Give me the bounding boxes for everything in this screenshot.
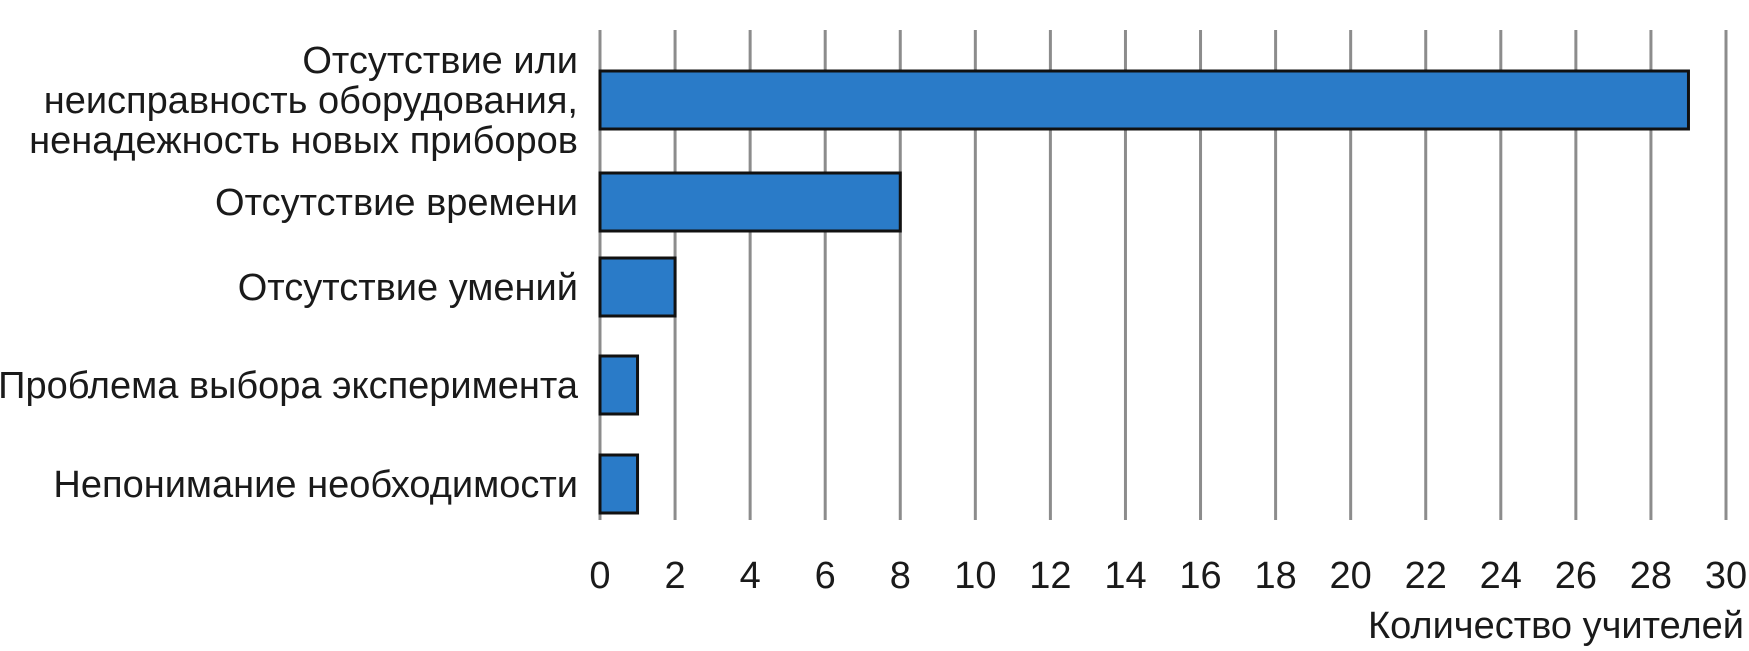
x-axis-label: Количество учителей bbox=[1368, 605, 1744, 647]
x-tick-label: 12 bbox=[1029, 555, 1071, 597]
x-tick-label: 20 bbox=[1330, 555, 1372, 597]
bar bbox=[598, 256, 677, 318]
x-tick-label: 22 bbox=[1405, 555, 1447, 597]
category-label: Отсутствие умений bbox=[238, 267, 578, 309]
x-tick-label: 4 bbox=[740, 555, 761, 597]
x-tick-label: 6 bbox=[815, 555, 836, 597]
x-tick-label: 24 bbox=[1480, 555, 1522, 597]
bar bbox=[598, 69, 1690, 131]
bar bbox=[598, 453, 640, 515]
x-tick-label: 10 bbox=[954, 555, 996, 597]
x-tick-label: 2 bbox=[664, 555, 685, 597]
category-label: неисправность оборудования, bbox=[44, 80, 578, 122]
x-tick-label: 14 bbox=[1104, 555, 1146, 597]
bars bbox=[598, 69, 1690, 515]
category-label: Отсутствие или bbox=[302, 40, 578, 82]
x-tick-label: 16 bbox=[1179, 555, 1221, 597]
category-label: Проблема выбора эксперимента bbox=[0, 365, 579, 407]
x-tick-label: 26 bbox=[1555, 555, 1597, 597]
x-tick-labels: 0 2 4 6 8 10 12 14 16 18 20 22 24 26 28 30 bbox=[589, 555, 1747, 597]
x-tick-label: 8 bbox=[890, 555, 911, 597]
bar bbox=[598, 171, 902, 233]
x-tick-label: 0 bbox=[589, 555, 610, 597]
bar bbox=[598, 354, 640, 416]
x-tick-label: 28 bbox=[1630, 555, 1672, 597]
x-tick-label: 18 bbox=[1254, 555, 1296, 597]
x-tick-label: 30 bbox=[1705, 555, 1747, 597]
category-label: ненадежность новых приборов bbox=[29, 120, 578, 162]
category-label: Отсутствие времени bbox=[215, 182, 578, 224]
category-label: Непонимание необходимости bbox=[53, 464, 578, 506]
